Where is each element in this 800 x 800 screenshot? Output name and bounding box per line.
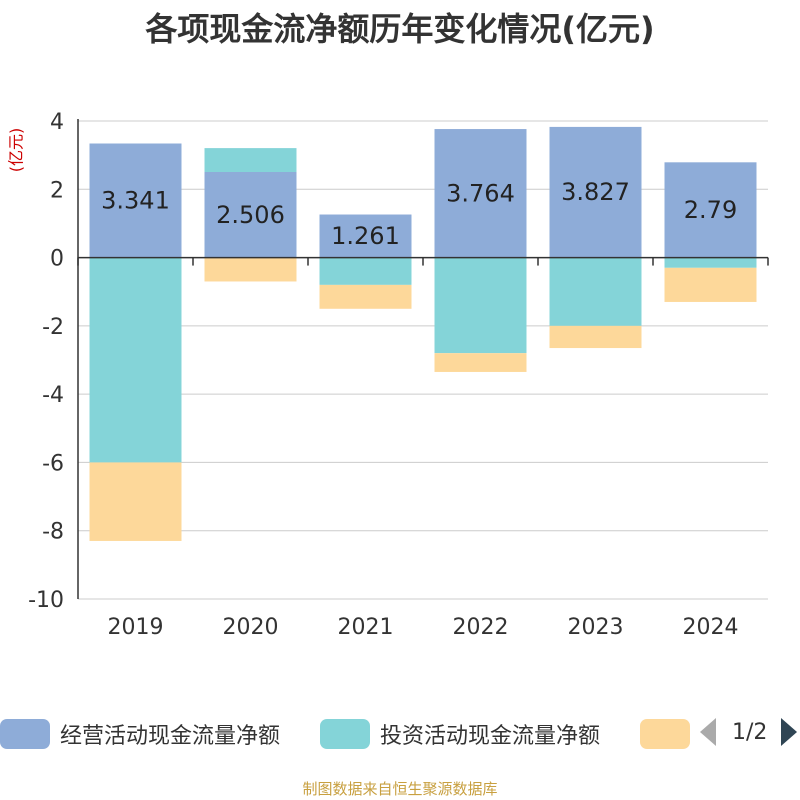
chart-legend: 经营活动现金流量净额 投资活动现金流量净额 1/2 (0, 712, 800, 756)
legend-label-operating: 经营活动现金流量净额 (60, 724, 281, 749)
legend-item-investing[interactable]: 投资活动现金流量净额 (320, 716, 600, 752)
bar-financing-2020 (204, 257, 297, 282)
bar-investing-2021 (319, 257, 412, 285)
legend-prev-page-icon[interactable] (700, 718, 716, 746)
bar-investing-2024 (664, 257, 757, 268)
bar-investing-2019 (89, 257, 182, 463)
y-tick-label: -2 (42, 315, 64, 340)
bar-investing-2020 (204, 148, 297, 173)
bar-financing-2024 (664, 267, 757, 302)
data-label-2020: 2.506 (216, 201, 285, 229)
bar-financing-2022 (434, 353, 527, 372)
legend-swatch-financing (640, 719, 690, 749)
x-tick-label: 2023 (568, 615, 624, 640)
legend-swatch-operating (0, 719, 50, 749)
y-tick-label: 0 (50, 247, 64, 272)
y-tick-label: -10 (28, 588, 64, 613)
legend-pager: 1/2 (700, 718, 798, 746)
legend-next-page-icon[interactable] (781, 718, 798, 746)
data-label-2019: 3.341 (101, 187, 170, 215)
x-tick-label: 2019 (108, 615, 164, 640)
y-tick-label: -6 (42, 451, 64, 476)
bar-operating-2020 (204, 172, 297, 258)
data-label-2022: 3.764 (446, 179, 515, 207)
legend-item-operating[interactable]: 经营活动现金流量净额 (0, 716, 280, 752)
y-tick-label: -4 (42, 383, 64, 408)
bar-operating-2022 (434, 129, 527, 258)
data-label-2024: 2.79 (684, 196, 737, 224)
stacked-bar-chart: 4 2 0 -2 -4 -6 -8 -10 3.341 2.506 1.261 3.764 3.827 2… (28, 110, 769, 640)
x-tick-label: 2024 (683, 615, 739, 640)
data-source-note: 制图数据来自恒生聚源数据库 (302, 780, 498, 798)
bar-operating-2023 (549, 126, 642, 258)
y-tick-label: 2 (50, 178, 64, 203)
data-label-2021: 1.261 (331, 222, 400, 250)
bar-financing-2021 (319, 284, 412, 309)
bar-operating-2024 (664, 162, 757, 258)
legend-page-number: 1/2 (732, 719, 768, 745)
bar-investing-2022 (434, 257, 527, 354)
legend-item-financing[interactable] (640, 716, 700, 752)
y-tick-label: -8 (42, 520, 64, 545)
x-tick-label: 2020 (223, 615, 279, 640)
x-tick-label: 2022 (453, 615, 509, 640)
legend-label-investing: 投资活动现金流量净额 (380, 724, 601, 749)
chart-title: 各项现金流净额历年变化情况(亿元) (145, 10, 655, 48)
data-label-2023: 3.827 (561, 178, 630, 206)
x-tick-label: 2021 (338, 615, 394, 640)
legend-swatch-investing (320, 719, 370, 749)
y-tick-label: 4 (50, 110, 64, 135)
bar-operating-2019 (89, 143, 182, 258)
bar-operating-2021 (319, 214, 412, 258)
bar-financing-2023 (549, 325, 642, 349)
bar-investing-2023 (549, 257, 642, 326)
bar-financing-2019 (89, 462, 182, 541)
